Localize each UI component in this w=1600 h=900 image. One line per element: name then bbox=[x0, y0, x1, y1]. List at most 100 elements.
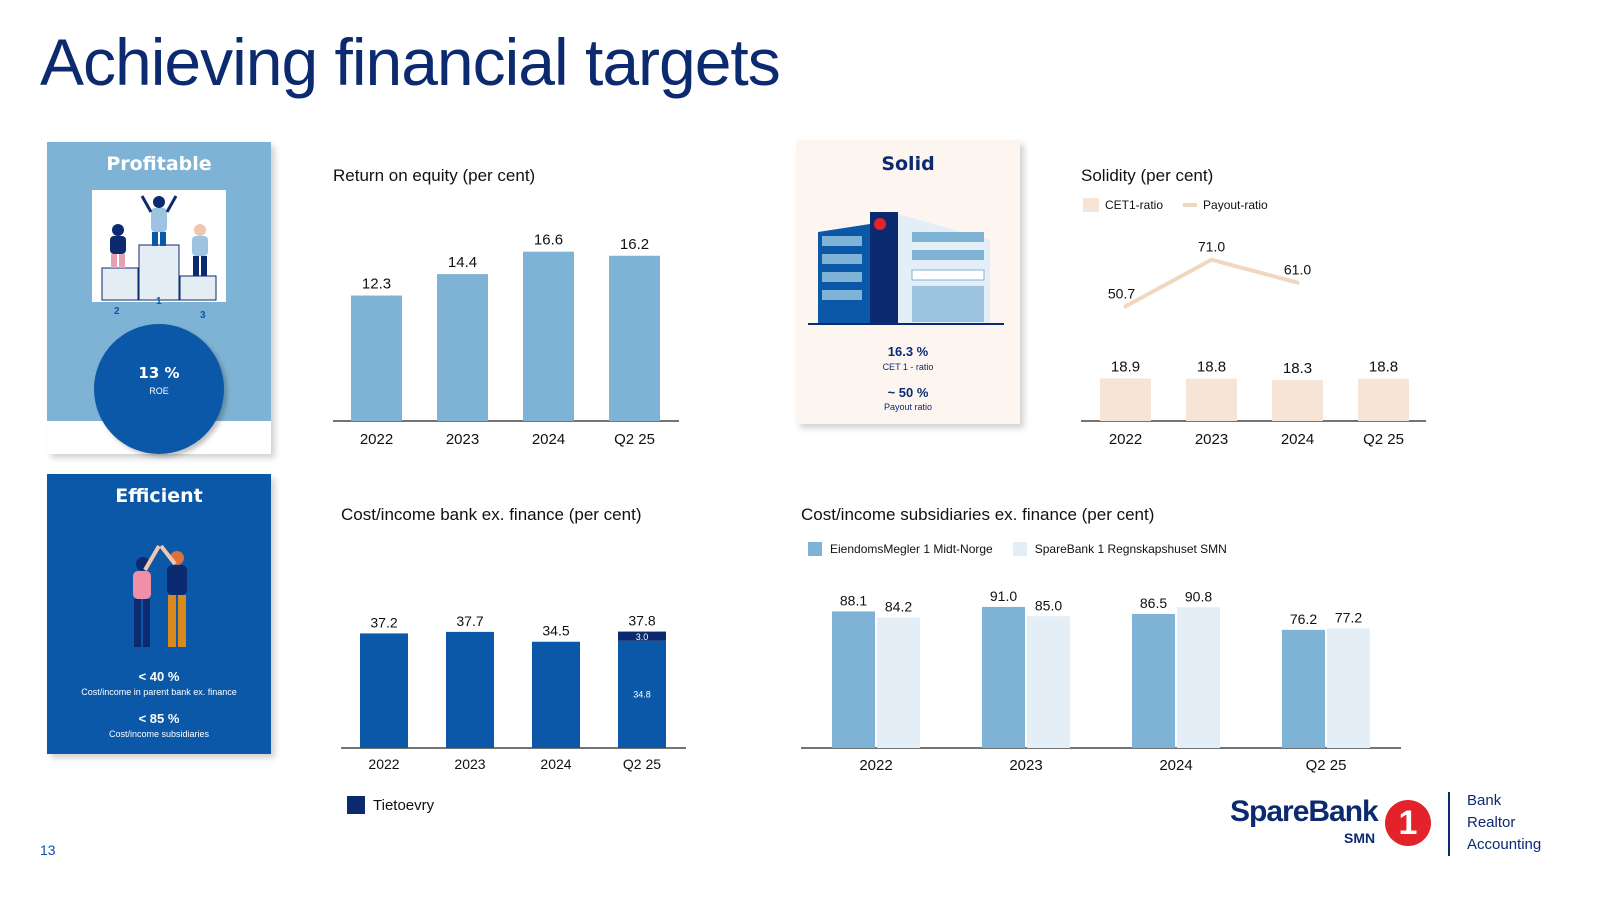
cet1-data-label: 18.3 bbox=[1283, 360, 1312, 377]
bank-total-label: 37.8 bbox=[628, 613, 655, 629]
x-tick-label: 2022 bbox=[360, 431, 393, 448]
x-tick-label: Q2 25 bbox=[1306, 757, 1347, 774]
logo-tag-bank: Bank bbox=[1467, 792, 1502, 809]
solid-value-1: 16.3 % bbox=[887, 344, 929, 359]
cost-income-subsidiaries-chart: 88.1 84.2 2022 91.0 85.0 2023 86.5 90.8 2024 76.2… bbox=[801, 588, 1401, 774]
legend-label-payout: Payout-ratio bbox=[1203, 198, 1268, 212]
payout-ratio-line bbox=[1123, 257, 1300, 309]
cet1-data-label: 18.9 bbox=[1111, 358, 1140, 375]
regnskapshuset-data-label: 77.2 bbox=[1335, 609, 1362, 625]
eiendomsmegler-bar bbox=[832, 611, 875, 748]
logo-digit: 1 bbox=[1398, 804, 1418, 842]
legend-swatch-cet1 bbox=[1083, 198, 1099, 212]
x-tick-label: 2022 bbox=[1109, 431, 1142, 448]
efficient-label-1: Cost/income in parent bank ex. finance bbox=[81, 687, 237, 697]
logo-badge-icon: 1 bbox=[1385, 800, 1431, 846]
roe-bar bbox=[523, 251, 574, 421]
cet1-bar bbox=[1100, 378, 1151, 421]
x-tick-label: 2023 bbox=[1195, 431, 1228, 448]
x-tick-label: 2024 bbox=[532, 431, 565, 448]
cost-income-bank-chart-title: Cost/income bank ex. finance (per cent) bbox=[341, 505, 642, 524]
bank-bar bbox=[360, 633, 408, 748]
cost-income-bank-chart: 37.2 2022 37.7 2023 34.5 2024 3.0 34.8 37.8 Q2 25 bbox=[341, 613, 686, 772]
efficient-card: Efficient < 40 % Cost/income in parent b… bbox=[47, 474, 271, 754]
legend-swatch-tietoevry bbox=[347, 796, 365, 814]
cet1-bar bbox=[1358, 378, 1409, 421]
bank-bar bbox=[618, 640, 666, 748]
efficient-card-title: Efficient bbox=[115, 485, 203, 507]
roe-data-label: 12.3 bbox=[362, 276, 391, 293]
payout-data-label: 61.0 bbox=[1284, 262, 1311, 278]
legend-swatch-regnskapshuset bbox=[1012, 542, 1027, 556]
subsidiaries-legend: EiendomsMegler 1 Midt-Norge SpareBank 1 … bbox=[808, 542, 1227, 556]
legend-label-cet1: CET1-ratio bbox=[1105, 198, 1164, 212]
bank-bar bbox=[446, 631, 494, 748]
x-tick-label: 2023 bbox=[1009, 757, 1042, 774]
logo-divider bbox=[1448, 792, 1450, 856]
eiendomsmegler-data-label: 76.2 bbox=[1290, 611, 1317, 627]
profitable-card: Profitable 2 1 3 13 % ROE bbox=[47, 142, 271, 454]
legend-swatch-payout bbox=[1183, 203, 1198, 207]
logo-tag-accounting: Accounting bbox=[1467, 836, 1542, 853]
cet1-bar bbox=[1272, 379, 1323, 421]
x-tick-label: 2023 bbox=[454, 756, 485, 772]
page-title: Achieving financial targets bbox=[40, 25, 781, 99]
payout-data-label: 71.0 bbox=[1198, 239, 1225, 255]
x-tick-label: 2024 bbox=[1159, 757, 1192, 774]
podium-label-1: 1 bbox=[156, 296, 162, 307]
roe-circle: 13 % ROE bbox=[94, 324, 224, 454]
podium-label-2: 2 bbox=[114, 306, 120, 317]
legend-label-eiendomsmegler: EiendomsMegler 1 Midt-Norge bbox=[830, 542, 993, 556]
roe-chart-title: Return on equity (per cent) bbox=[333, 166, 536, 185]
roe-bar bbox=[609, 255, 660, 421]
solidity-legend: CET1-ratio Payout-ratio bbox=[1083, 198, 1268, 212]
eiendomsmegler-bar bbox=[1132, 613, 1175, 748]
legend-swatch-eiendomsmegler bbox=[808, 542, 822, 556]
solid-card-title: Solid bbox=[881, 153, 935, 175]
high-five-illustration bbox=[133, 544, 187, 647]
roe-data-label: 16.6 bbox=[534, 232, 563, 249]
profitable-card-title: Profitable bbox=[106, 153, 212, 175]
bank-building-illustration bbox=[808, 212, 1004, 325]
cet1-data-label: 18.8 bbox=[1197, 359, 1226, 376]
logo-tag-realtor: Realtor bbox=[1467, 814, 1516, 831]
roe-data-label: 14.4 bbox=[448, 254, 477, 271]
regnskapshuset-data-label: 84.2 bbox=[885, 598, 912, 614]
solidity-chart: 18.9 2022 18.8 2023 18.3 2024 18.8 Q2 25 50.7 71.… bbox=[1081, 239, 1426, 448]
bank-bar bbox=[532, 641, 580, 748]
tietoevry-legend: Tietoevry bbox=[347, 796, 434, 814]
solid-value-2: ~ 50 % bbox=[887, 385, 929, 400]
bank-total-label: 37.2 bbox=[370, 614, 397, 630]
regnskapshuset-bar bbox=[1027, 616, 1070, 748]
logo-sub: SMN bbox=[1344, 830, 1376, 846]
tietoevry-segment-label: 3.0 bbox=[636, 632, 649, 642]
eiendomsmegler-data-label: 88.1 bbox=[840, 592, 867, 608]
solidity-chart-title: Solidity (per cent) bbox=[1081, 166, 1214, 185]
page-number: 13 bbox=[40, 842, 56, 858]
roe-data-label: 16.2 bbox=[620, 236, 649, 253]
regnskapshuset-data-label: 85.0 bbox=[1035, 597, 1062, 613]
solid-label-1: CET 1 - ratio bbox=[882, 362, 934, 372]
cet1-bar bbox=[1186, 378, 1237, 421]
x-tick-label: 2024 bbox=[1281, 431, 1314, 448]
roe-bar bbox=[437, 274, 488, 421]
eiendomsmegler-bar bbox=[1282, 629, 1325, 748]
podium-illustration: 2 1 3 bbox=[92, 190, 226, 320]
efficient-value-2: < 85 % bbox=[138, 711, 180, 726]
regnskapshuset-bar bbox=[877, 617, 920, 748]
x-tick-label: 2022 bbox=[368, 756, 399, 772]
bank-total-label: 37.7 bbox=[456, 613, 483, 629]
x-tick-label: 2023 bbox=[446, 431, 479, 448]
solid-label-2: Payout ratio bbox=[883, 402, 933, 412]
bank-total-label: 34.5 bbox=[542, 623, 569, 639]
roe-bar-chart: 12.3 2022 14.4 2023 16.6 2024 16.2 Q2 25 bbox=[333, 232, 679, 448]
payout-data-label: 50.7 bbox=[1108, 285, 1135, 301]
regnskapshuset-bar bbox=[1177, 607, 1220, 748]
cet1-data-label: 18.8 bbox=[1369, 359, 1398, 376]
bank-segment-label: 34.8 bbox=[633, 689, 651, 699]
tietoevry-bar-segment bbox=[618, 631, 666, 641]
x-tick-label: Q2 25 bbox=[614, 431, 655, 448]
solid-card: Solid 16.3 % CET 1 - ratio ~ 50 % Payout… bbox=[796, 140, 1020, 424]
eiendomsmegler-bar bbox=[982, 606, 1025, 748]
regnskapshuset-data-label: 90.8 bbox=[1185, 588, 1212, 604]
